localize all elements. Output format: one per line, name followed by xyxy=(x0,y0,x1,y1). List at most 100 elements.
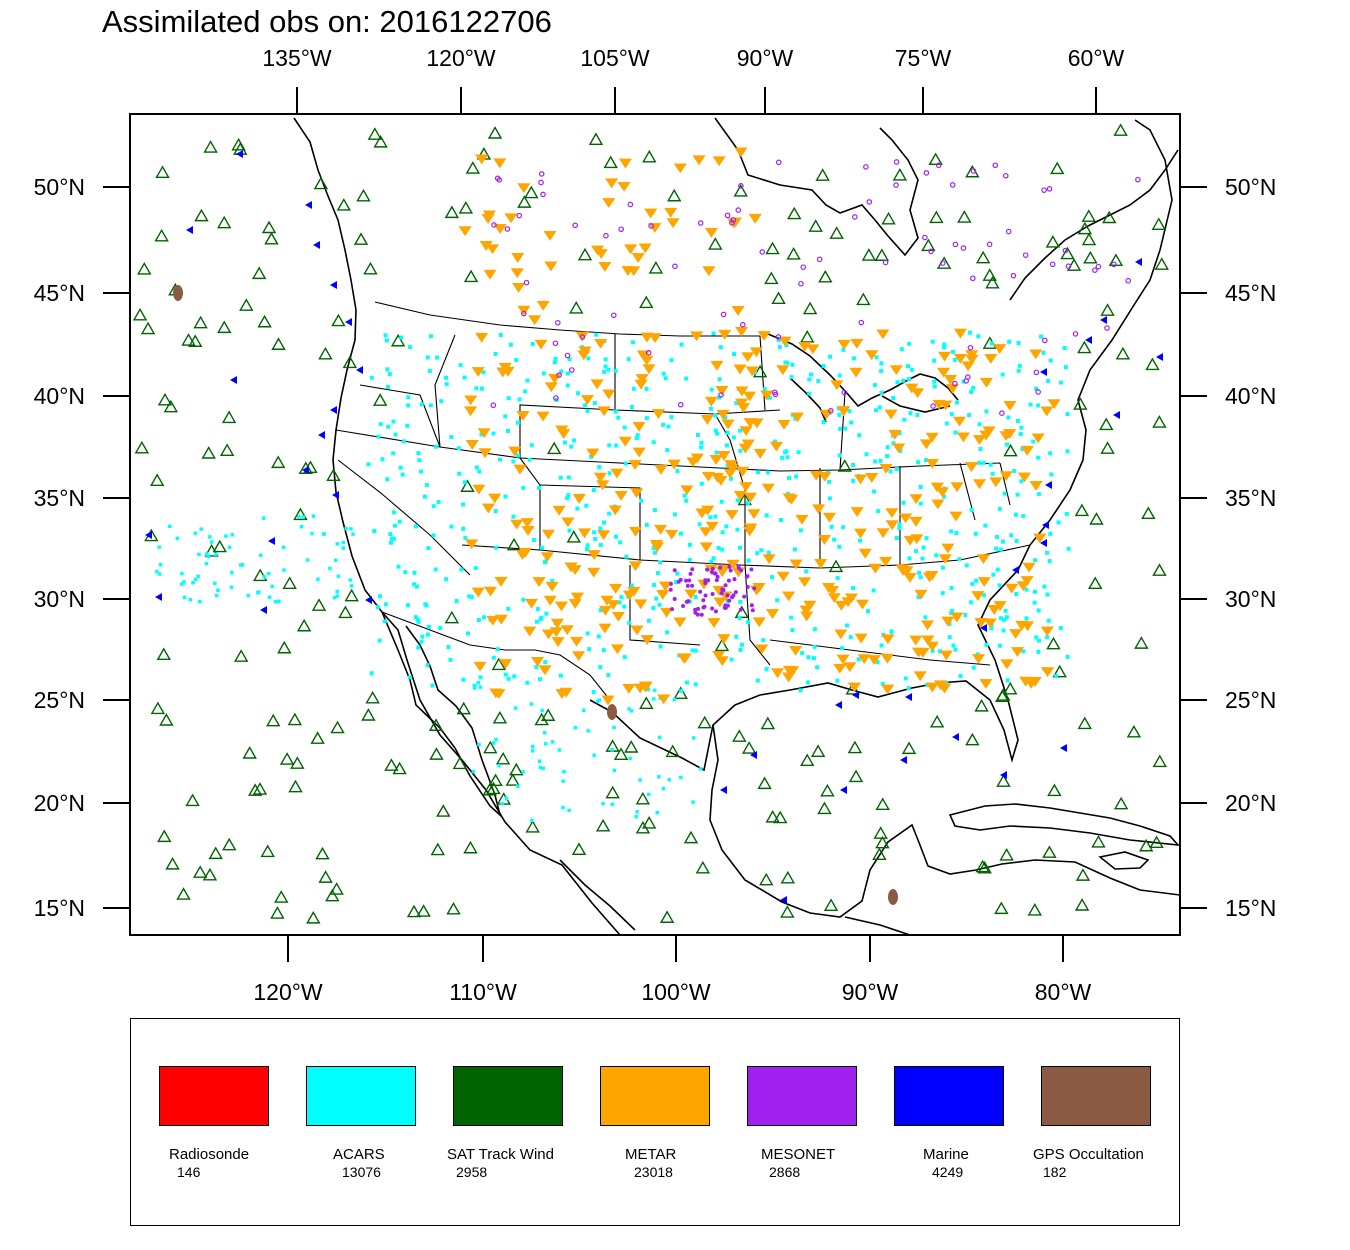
top-tick-label-6: 60°W xyxy=(1068,45,1125,71)
sat-track-wind-marker xyxy=(406,904,422,918)
acars-marker xyxy=(456,446,461,451)
metar-marker xyxy=(630,488,644,499)
metar-marker xyxy=(789,559,803,570)
metar-marker xyxy=(880,653,894,664)
acars-marker xyxy=(506,396,511,401)
acars-marker xyxy=(964,563,969,568)
mesonet-marker xyxy=(745,585,750,590)
acars-marker xyxy=(811,656,816,661)
acars-marker xyxy=(1005,678,1010,683)
acars-marker xyxy=(491,655,496,660)
mesonet-marker xyxy=(725,593,730,598)
metar-marker xyxy=(543,230,557,241)
acars-marker xyxy=(847,409,852,414)
metar-marker xyxy=(715,567,729,577)
metar-marker xyxy=(597,530,611,541)
metar-marker xyxy=(1016,581,1030,592)
acars-marker xyxy=(612,768,617,773)
acars-marker xyxy=(787,475,792,480)
acars-marker xyxy=(425,663,430,668)
sat-track-wind-marker xyxy=(856,292,871,306)
acars-marker xyxy=(613,409,618,414)
acars-marker xyxy=(208,535,212,539)
acars-marker xyxy=(536,485,541,490)
mesonet-marker xyxy=(648,223,654,229)
sat-track-wind-marker xyxy=(683,830,699,844)
acars-marker xyxy=(907,556,912,561)
acars-marker xyxy=(1021,514,1026,519)
mesonet-marker xyxy=(1135,176,1141,183)
mesonet-marker xyxy=(490,402,497,409)
acars-marker xyxy=(989,341,994,346)
acars-marker xyxy=(462,375,467,380)
mesonet-marker xyxy=(721,587,726,592)
acars-marker xyxy=(466,631,471,636)
acars-marker xyxy=(1048,451,1053,456)
left-axis: 50°N 45°N 40°N 35°N 30°N 25°N 20°N 15°N xyxy=(34,174,130,921)
metar-marker xyxy=(551,637,565,647)
sat-track-wind-marker xyxy=(1100,303,1115,316)
metar-marker xyxy=(1000,659,1014,670)
acars-marker xyxy=(541,766,545,771)
acars-marker xyxy=(412,570,417,575)
sat-track-wind-marker xyxy=(1134,636,1149,649)
metar-marker xyxy=(950,482,964,493)
acars-marker xyxy=(420,634,425,639)
acars-marker xyxy=(1001,628,1006,633)
sat-track-wind-marker xyxy=(1077,340,1092,354)
acars-marker xyxy=(1042,584,1047,589)
mesonet-marker xyxy=(710,606,715,611)
acars-marker xyxy=(693,648,698,653)
acars-marker xyxy=(469,595,474,600)
acars-marker xyxy=(281,545,286,550)
metar-marker xyxy=(482,210,496,221)
sat-track-wind-marker xyxy=(150,701,166,715)
mesonet-marker xyxy=(523,279,530,286)
map-background xyxy=(130,114,1180,935)
metar-marker xyxy=(993,344,1007,354)
acars-marker xyxy=(406,395,411,400)
mesonet-marker xyxy=(496,177,503,183)
sat-track-wind-marker xyxy=(140,321,156,335)
metar-marker xyxy=(795,514,809,525)
metar-marker xyxy=(725,510,739,520)
right-tick-label-4: 35°N xyxy=(1225,485,1276,511)
acars-marker xyxy=(418,469,423,474)
metar-marker xyxy=(865,473,879,483)
acars-marker xyxy=(794,474,799,479)
sat-track-wind-marker xyxy=(231,137,246,151)
metar-marker xyxy=(498,659,513,669)
sat-track-wind-marker xyxy=(667,188,682,202)
sat-track-wind-marker xyxy=(1138,838,1154,852)
sat-track-wind-marker xyxy=(159,713,174,726)
acars-marker xyxy=(879,361,884,366)
acars-marker xyxy=(983,523,988,528)
metar-marker xyxy=(464,395,478,406)
acars-marker xyxy=(785,455,790,460)
metar-marker xyxy=(741,352,755,363)
sat-track-wind-marker xyxy=(881,211,896,225)
acars-marker xyxy=(594,332,599,337)
mesonet-marker xyxy=(726,578,731,583)
metar-marker xyxy=(657,694,671,705)
acars-marker xyxy=(997,506,1002,511)
sat-track-wind-marker xyxy=(465,161,481,174)
left-tick-label-3: 40°N xyxy=(34,383,85,409)
acars-marker xyxy=(193,531,198,535)
acars-marker xyxy=(479,432,484,437)
acars-marker xyxy=(874,355,879,360)
acars-marker xyxy=(597,698,602,702)
sat-track-wind-marker xyxy=(239,298,254,311)
sat-track-wind-marker xyxy=(247,783,263,796)
metar-marker xyxy=(481,503,496,514)
metar-marker xyxy=(656,590,670,600)
acars-marker xyxy=(569,444,574,449)
mesonet-marker xyxy=(752,586,757,591)
sat-track-wind-marker xyxy=(318,346,333,360)
acars-marker xyxy=(391,451,396,456)
sat-track-wind-marker xyxy=(137,262,152,275)
acars-marker xyxy=(1065,412,1070,417)
mesonet-marker xyxy=(1002,172,1009,179)
sat-track-wind-marker xyxy=(293,507,308,521)
metar-marker xyxy=(639,681,653,692)
